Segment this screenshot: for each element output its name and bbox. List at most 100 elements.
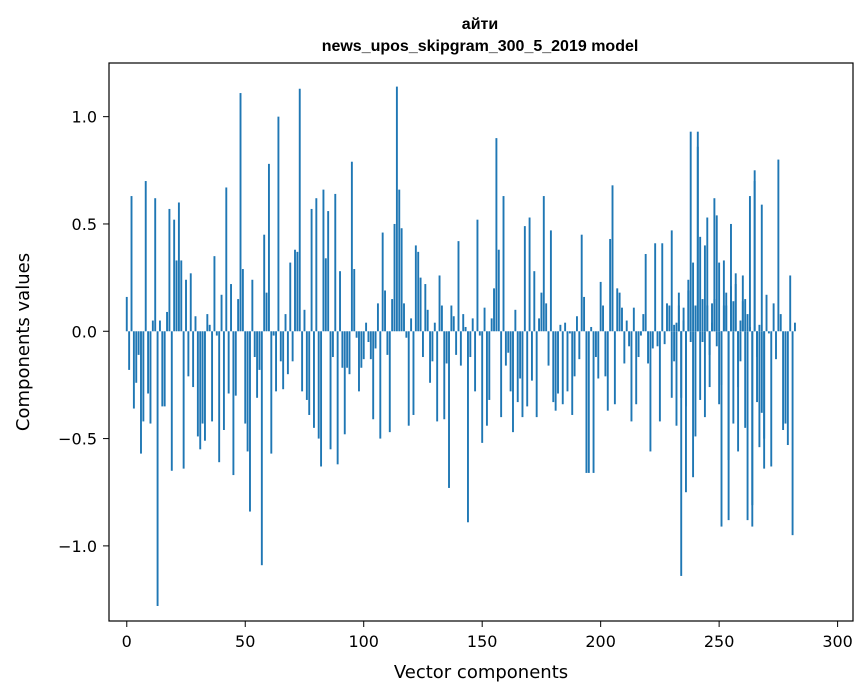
bar (393, 223, 396, 332)
bar (384, 290, 386, 332)
bar (571, 331, 574, 415)
bar (637, 331, 640, 358)
bar (557, 331, 559, 394)
bar (775, 331, 777, 360)
bar (147, 331, 150, 394)
x-tick-label: 150 (467, 632, 498, 651)
bar (237, 299, 240, 332)
bar (374, 331, 377, 349)
bar (493, 288, 495, 332)
bar (685, 331, 687, 493)
bar (313, 331, 315, 428)
bar (744, 331, 747, 428)
bar (199, 331, 202, 450)
bar (680, 331, 683, 576)
bar (789, 275, 792, 332)
bar (777, 159, 780, 332)
bar (417, 251, 420, 332)
bar (249, 331, 251, 512)
x-tick-label: 50 (235, 632, 255, 651)
bar (639, 331, 642, 336)
bar (561, 331, 564, 405)
bar (308, 331, 311, 415)
bar (412, 331, 415, 415)
bar (158, 320, 161, 332)
bar (125, 296, 128, 332)
y-tick-label: −1.0 (58, 537, 97, 556)
bar (630, 331, 633, 422)
bar (670, 230, 673, 332)
bar (135, 331, 138, 383)
bar (701, 299, 704, 332)
bar (215, 331, 218, 336)
bar (753, 170, 756, 332)
bar (414, 245, 417, 332)
bar (760, 204, 763, 332)
bar (673, 324, 676, 332)
bar (621, 307, 623, 332)
bar (177, 202, 180, 332)
bar (746, 314, 749, 332)
bar (485, 331, 488, 426)
bar (481, 331, 484, 443)
bar (189, 273, 192, 332)
bar (706, 217, 709, 332)
bar (699, 331, 702, 400)
bar (222, 331, 225, 430)
bar (282, 331, 285, 390)
bar (483, 307, 486, 332)
bar (154, 198, 157, 332)
bar (530, 331, 533, 381)
bar (232, 331, 235, 476)
bar (130, 196, 133, 332)
bar (185, 279, 187, 332)
bar (244, 331, 247, 424)
bar (692, 331, 695, 478)
bar (564, 322, 567, 332)
bar (201, 331, 204, 424)
bar (521, 331, 524, 418)
bar (625, 320, 628, 332)
bar (187, 331, 190, 377)
bar (715, 331, 718, 347)
bar (234, 331, 237, 396)
bar (661, 243, 664, 332)
bar (576, 316, 578, 332)
bar (355, 331, 358, 338)
bar (267, 163, 270, 332)
bar (656, 331, 659, 347)
bar (400, 228, 403, 332)
bar (422, 331, 424, 358)
bar (628, 331, 631, 347)
bar (350, 161, 353, 332)
bar (227, 331, 230, 394)
bar (151, 320, 154, 332)
bar (284, 314, 287, 332)
bar (580, 234, 583, 332)
bar (182, 331, 185, 469)
bar (429, 331, 432, 383)
bar (568, 331, 571, 334)
bar (464, 326, 467, 332)
bar (286, 331, 289, 375)
bar (381, 232, 384, 332)
bar (196, 331, 199, 437)
bar (623, 331, 626, 364)
bar (367, 331, 370, 342)
bars-group (125, 86, 796, 606)
bar (706, 305, 709, 332)
bar (206, 314, 209, 332)
bar (739, 320, 742, 332)
bar (220, 294, 223, 332)
bar (279, 331, 282, 362)
bar (149, 331, 152, 424)
bar (253, 331, 256, 358)
bar (246, 331, 249, 452)
bar (730, 223, 732, 332)
bar (457, 241, 460, 332)
bar (272, 331, 275, 336)
bar (711, 303, 713, 332)
bar (241, 269, 244, 332)
bar (310, 208, 313, 332)
bar (431, 331, 434, 362)
